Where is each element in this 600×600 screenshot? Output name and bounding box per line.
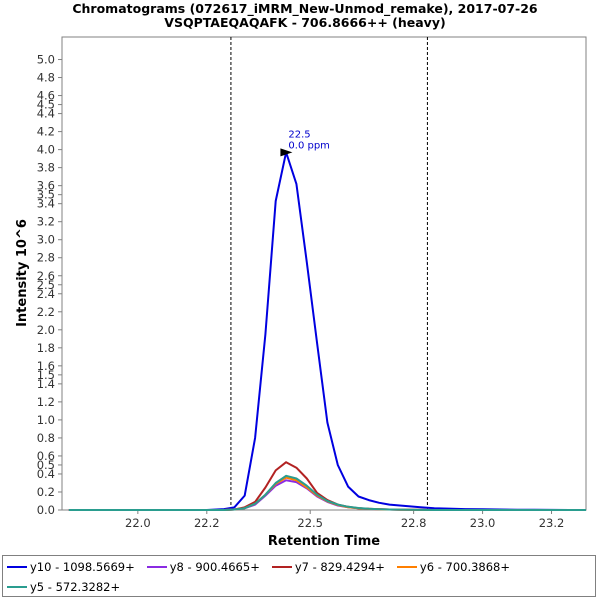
y-tick-label: 1.4 [37, 377, 55, 391]
y-tick-label: 1.8 [37, 341, 55, 355]
y-tick-label: 0.6 [37, 449, 55, 463]
y-tick-label: 3.4 [37, 197, 55, 211]
y-tick-label: 3.2 [37, 215, 55, 229]
y-tick-label: 2.5 [37, 278, 55, 292]
legend-swatch [271, 566, 292, 568]
y-axis-label: Intensity 10^6 [15, 219, 30, 327]
y-tick-label: 2.0 [37, 323, 55, 337]
y-tick-label: 3.5 [37, 188, 55, 202]
x-tick-label: 23.0 [470, 516, 496, 530]
peak-arrow-icon [280, 148, 293, 157]
y-tick-label: 4.2 [37, 125, 55, 139]
retention-boundaries [230, 37, 428, 510]
x-tick-label: 22.2 [194, 516, 220, 530]
chart-legend: y10 - 1098.5669+ y8 - 900.4665+ y7 - 829.4… [2, 555, 596, 597]
y-tick-label: 4.5 [37, 98, 55, 112]
x-axis-ticks: 22.0 22.2 22.5 22.8 23.0 23.2 [125, 510, 564, 530]
y-tick-label: 4.0 [37, 143, 55, 157]
x-tick-label: 22.8 [401, 516, 427, 530]
y-tick-label: 4.8 [37, 71, 55, 85]
y-tick-label: 2.4 [37, 287, 55, 301]
legend-item: y6 - 700.3868+ [396, 560, 511, 574]
plot-area [61, 36, 587, 511]
legend-swatch [396, 566, 417, 568]
peak-ppm-label: 0.0 ppm [288, 140, 330, 151]
y-tick-label: 2.2 [37, 305, 55, 319]
legend-row: y5 - 572.3282+ [7, 577, 132, 597]
legend-swatch [7, 566, 27, 568]
legend-label: y6 - 700.3868+ [419, 560, 511, 574]
y-tick-label: 5.0 [37, 53, 55, 67]
y-tick-label: 1.6 [37, 359, 55, 373]
y-tick-label: 3.8 [37, 161, 55, 175]
x-tick-label: 22.0 [125, 516, 151, 530]
peak-rt-label: 22.5 [288, 129, 310, 140]
chart-subtitle: VSQPTAEQAQAFK - 706.8666++ (heavy) [164, 15, 445, 30]
peak-annotation: 22.50.0 ppm [280, 129, 330, 157]
chromatogram-series [68, 151, 586, 511]
y-axis-ticks: 0.0 0.2 0.40.50.6 0.8 1.0 1.2 1.41.51.6 1.8 2.0 2… [37, 53, 62, 517]
y-tick-label: 2.8 [37, 251, 55, 265]
legend-label: y8 - 900.4665+ [169, 560, 260, 574]
chromatogram-chart: Chromatograms (072617_iMRM_New-Unmod_rem… [15, 1, 587, 549]
legend-item: y10 - 1098.5669+ [7, 560, 135, 574]
legend-item: y8 - 900.4665+ [146, 560, 260, 574]
legend-swatch [146, 566, 167, 568]
y-tick-label: 0.0 [37, 503, 55, 517]
y-tick-label: 1.2 [37, 395, 55, 409]
y-tick-label: 0.2 [37, 485, 55, 499]
y-tick-label: 0.8 [37, 431, 55, 445]
series-line [68, 474, 586, 511]
x-tick-label: 23.2 [539, 516, 565, 530]
legend-row: y10 - 1098.5669+ y8 - 900.4665+ y7 - 829.4… [7, 557, 522, 577]
x-axis-label: Retention Time [268, 534, 380, 549]
y-tick-label: 3.6 [37, 179, 55, 193]
legend-label: y10 - 1098.5669+ [30, 560, 135, 574]
y-tick-label: 0.5 [37, 458, 55, 472]
legend-label: y5 - 572.3282+ [30, 580, 121, 594]
legend-item: y7 - 829.4294+ [271, 560, 385, 574]
legend-swatch [7, 586, 27, 588]
y-tick-label: 4.4 [37, 107, 55, 121]
legend-item: y5 - 572.3282+ [7, 580, 120, 594]
y-tick-label: 1.5 [37, 368, 55, 382]
legend-label: y7 - 829.4294+ [294, 560, 385, 574]
x-tick-label: 22.5 [297, 516, 323, 530]
y-tick-label: 1.0 [37, 413, 55, 427]
chart-title: Chromatograms (072617_iMRM_New-Unmod_rem… [72, 1, 538, 17]
y-tick-label: 3.0 [37, 233, 55, 247]
y-tick-label: 0.4 [37, 467, 55, 481]
y-tick-label: 4.6 [37, 89, 55, 103]
y-tick-label: 2.6 [37, 269, 55, 283]
